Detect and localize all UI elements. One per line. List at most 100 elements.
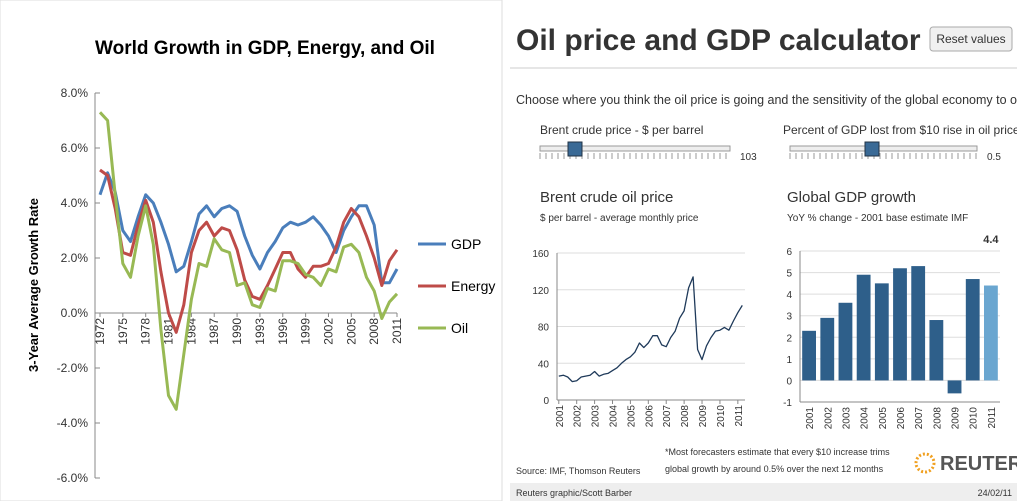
y-tick-label: 1 xyxy=(786,355,792,366)
slider-thumb[interactable] xyxy=(567,141,583,157)
x-tick-label: 1990 xyxy=(230,318,244,345)
x-tick-label: 2011 xyxy=(390,318,404,344)
y-tick-label: 4.0% xyxy=(61,196,89,210)
x-tick-label: 2004 xyxy=(860,407,871,430)
y-tick-label: 0 xyxy=(543,396,549,407)
note: global growth by around 0.5% over the ne… xyxy=(665,464,884,474)
y-tick-label: 6 xyxy=(786,247,792,258)
slider-value: 0.5 xyxy=(987,152,1001,163)
date: 24/02/11 xyxy=(978,488,1012,498)
x-tick-label: 1987 xyxy=(207,318,221,345)
y-tick-label: 2 xyxy=(786,333,792,344)
bar xyxy=(874,283,889,381)
bar xyxy=(965,279,980,381)
y-tick-label: 0 xyxy=(786,376,792,387)
chart-subtitle: YoY % change - 2001 base estimate IMF xyxy=(787,213,968,224)
slider-track xyxy=(789,145,978,152)
x-tick-label: 2007 xyxy=(914,407,925,430)
footer xyxy=(510,483,1017,501)
y-tick-label: 40 xyxy=(538,359,550,370)
value-label: 4.4 xyxy=(983,234,999,246)
reset-label[interactable]: Reset values xyxy=(936,32,1005,46)
chart-subtitle: $ per barrel - average monthly price xyxy=(540,213,699,224)
source: Source: IMF, Thomson Reuters xyxy=(516,466,641,476)
x-tick-label: 2001 xyxy=(805,407,816,430)
bar xyxy=(802,330,816,381)
x-tick-label: 2003 xyxy=(591,405,602,428)
x-tick-label: 2008 xyxy=(680,405,691,428)
x-tick-label: 2003 xyxy=(841,407,852,430)
x-tick-label: 2005 xyxy=(878,407,889,430)
slider-value: 103 xyxy=(740,152,757,163)
line xyxy=(99,168,399,334)
bar xyxy=(911,266,926,381)
slider-thumb[interactable] xyxy=(864,141,880,157)
x-tick-label: 2008 xyxy=(367,318,381,345)
x-tick-label: 1996 xyxy=(276,318,290,345)
y-tick-label: 0.0% xyxy=(61,306,89,320)
chart-title: Global GDP growth xyxy=(787,189,916,206)
chart-title: World Growth in GDP, Energy, and Oil xyxy=(95,38,435,59)
x-tick-label: 2005 xyxy=(344,318,358,345)
slider-track xyxy=(539,145,731,152)
y-tick-label: 120 xyxy=(532,286,549,297)
x-tick-label: 2006 xyxy=(896,407,907,430)
bar xyxy=(838,302,853,381)
y-tick-label: -4.0% xyxy=(57,416,89,430)
y-tick-label: 5 xyxy=(786,269,792,280)
brand: REUTERS xyxy=(940,453,1017,475)
note: *Most forecasters estimate that every $1… xyxy=(665,447,890,457)
y-tick-label: -6.0% xyxy=(57,471,89,485)
line xyxy=(558,276,743,383)
x-tick-label: 2008 xyxy=(932,407,943,430)
y-tick-label: -2.0% xyxy=(57,361,89,375)
legend-label: Oil xyxy=(451,320,468,336)
y-tick-label: 2.0% xyxy=(61,251,89,265)
x-tick-label: 1999 xyxy=(299,318,313,345)
calculator-title: Oil price and GDP calculator xyxy=(516,24,921,57)
line xyxy=(98,171,399,285)
x-tick-label: 2001 xyxy=(555,405,566,428)
slider-label: Brent crude price - $ per barrel xyxy=(540,123,703,137)
x-tick-label: 2011 xyxy=(734,405,745,427)
bar xyxy=(984,285,998,381)
y-tick-label: 3 xyxy=(786,312,792,323)
x-tick-label: 2007 xyxy=(662,405,673,428)
x-tick-label: 1972 xyxy=(93,318,107,345)
x-tick-label: 2010 xyxy=(716,405,727,428)
bar xyxy=(893,268,907,381)
bar xyxy=(929,320,944,381)
x-tick-label: 2011 xyxy=(987,407,998,429)
x-tick-label: 2009 xyxy=(951,407,962,430)
bar xyxy=(947,380,962,394)
line xyxy=(98,111,399,411)
x-tick-label: 2005 xyxy=(626,405,637,428)
x-tick-label: 2010 xyxy=(969,407,980,430)
slider-label: Percent of GDP lost from $10 rise in oil… xyxy=(783,123,1017,137)
y-tick-label: -1 xyxy=(783,398,792,409)
x-tick-label: 2002 xyxy=(573,405,584,428)
x-tick-label: 2009 xyxy=(698,405,709,428)
y-tick-label: 6.0% xyxy=(61,141,89,155)
x-tick-label: 1993 xyxy=(253,318,267,345)
legend-label: GDP xyxy=(451,236,481,252)
x-tick-label: 2002 xyxy=(823,407,834,430)
x-tick-label: 2004 xyxy=(609,405,620,428)
y-tick-label: 8.0% xyxy=(61,86,89,100)
x-tick-label: 2006 xyxy=(644,405,655,428)
x-tick-label: 1978 xyxy=(139,318,153,345)
brand-logo xyxy=(914,452,936,474)
y-axis-label: 3-Year Average Growth Rate xyxy=(26,198,41,372)
sliders xyxy=(539,141,978,159)
bar xyxy=(856,274,871,381)
reset-button[interactable] xyxy=(929,26,1013,52)
x-tick-label: 1975 xyxy=(116,318,130,345)
y-tick-label: 160 xyxy=(532,249,549,260)
intro: Choose where you think the oil price is … xyxy=(516,93,1017,107)
x-tick-label: 2002 xyxy=(321,318,335,345)
y-tick-label: 80 xyxy=(538,323,550,334)
legend-label: Energy xyxy=(451,278,495,294)
chart-title: Brent crude oil price xyxy=(540,189,673,206)
